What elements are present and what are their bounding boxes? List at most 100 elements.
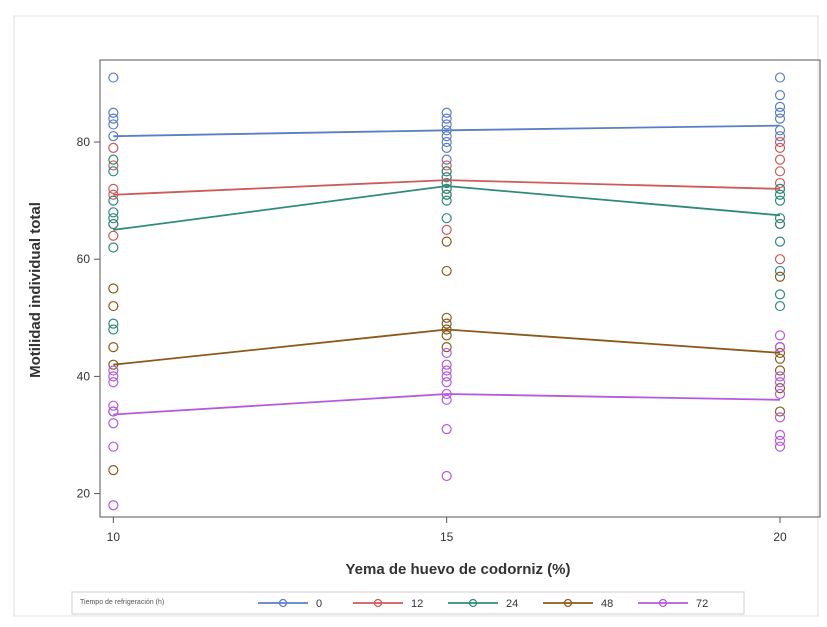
data-point-72 [441,394,452,405]
data-point-72 [774,377,786,388]
mean-lines [113,124,781,416]
legend: Tiempo de refrigeración (h) 0 12 24 48 72 [71,591,745,615]
data-point-72 [108,371,119,382]
data-point-48 [774,271,786,282]
data-point-0 [774,72,786,83]
legend-marker-48 [563,598,573,608]
data-point-0 [774,101,786,112]
data-point-12 [441,160,452,171]
y-axis-title: Motilidad individual total [27,202,44,378]
data-point-0 [441,136,452,148]
data-point-72 [774,435,786,446]
data-point-72 [108,377,119,388]
data-point-0 [441,113,452,124]
series-line-48 [113,328,781,366]
x-tick-label: 10 [107,530,121,544]
data-point-24 [108,324,119,335]
data-point-48 [108,465,119,476]
legend-border [71,591,745,615]
data-point-72 [774,371,786,382]
data-point-24 [108,318,119,329]
series-line-72 [113,393,781,416]
data-point-0 [108,72,119,83]
series-line-0 [113,124,781,138]
data-point-24 [441,195,452,206]
data-point-24 [108,154,119,165]
data-point-72 [108,406,119,417]
data-point-72 [108,500,119,511]
legend-title: Tiempo de refrigeración (h) [80,599,164,606]
data-point-24 [774,300,786,312]
data-point-24 [108,242,119,253]
chart-outer-border [13,15,819,617]
y-tick-label: 40 [77,369,91,383]
data-point-72 [774,441,786,452]
data-point-0 [441,131,452,142]
legend-label-24: 24 [506,598,518,610]
x-tick-label: 15 [440,530,454,544]
data-point-12 [774,254,786,265]
data-point-48 [441,330,452,341]
data-point-24 [108,213,119,224]
data-point-48 [108,283,119,294]
legend-label-48: 48 [601,598,613,610]
data-point-48 [108,341,119,353]
data-point-48 [441,236,452,247]
data-point-0 [774,107,786,118]
data-point-48 [441,312,452,323]
data-point-0 [441,119,452,130]
data-point-0 [108,113,119,124]
legend-label-12: 12 [411,598,423,610]
plot-frame [99,59,821,518]
y-tick-label: 80 [77,135,91,149]
data-point-24 [774,213,786,224]
data-point-48 [441,265,452,277]
data-point-24 [774,236,786,247]
data-point-72 [108,418,119,429]
data-point-0 [774,131,786,142]
data-point-72 [441,359,452,370]
data-point-72 [441,377,452,388]
data-point-12 [774,166,786,177]
legend-marker-24 [468,598,478,608]
data-point-24 [441,213,452,224]
data-point-72 [774,341,786,353]
data-point-24 [441,177,452,189]
data-point-24 [108,218,119,230]
data-point-48 [441,341,452,353]
data-point-72 [774,429,786,441]
data-point-24 [108,207,119,218]
data-point-48 [774,353,786,364]
series-line-24 [113,185,781,231]
data-point-72 [774,388,786,400]
data-point-12 [108,160,119,171]
data-point-48 [108,300,119,312]
data-point-72 [441,470,452,482]
data-point-24 [108,166,119,177]
data-point-72 [774,412,786,423]
data-point-0 [441,154,452,165]
data-point-0 [441,107,452,118]
data-point-24 [774,218,786,230]
data-point-12 [774,154,786,165]
data-point-12 [774,136,786,148]
data-point-0 [108,107,119,118]
legend-label-72: 72 [696,598,708,610]
data-point-24 [441,183,452,194]
data-point-72 [774,330,786,341]
data-point-24 [774,195,786,206]
data-point-72 [441,365,452,376]
data-point-12 [108,183,119,194]
data-point-72 [441,424,452,435]
y-tick-label: 20 [77,487,91,501]
data-point-12 [774,142,786,153]
legend-marker-12 [373,598,383,608]
data-point-48 [774,383,786,394]
data-point-24 [774,189,786,200]
data-point-72 [108,400,119,411]
data-point-12 [774,177,786,189]
data-point-24 [108,195,119,206]
data-point-48 [774,365,786,376]
